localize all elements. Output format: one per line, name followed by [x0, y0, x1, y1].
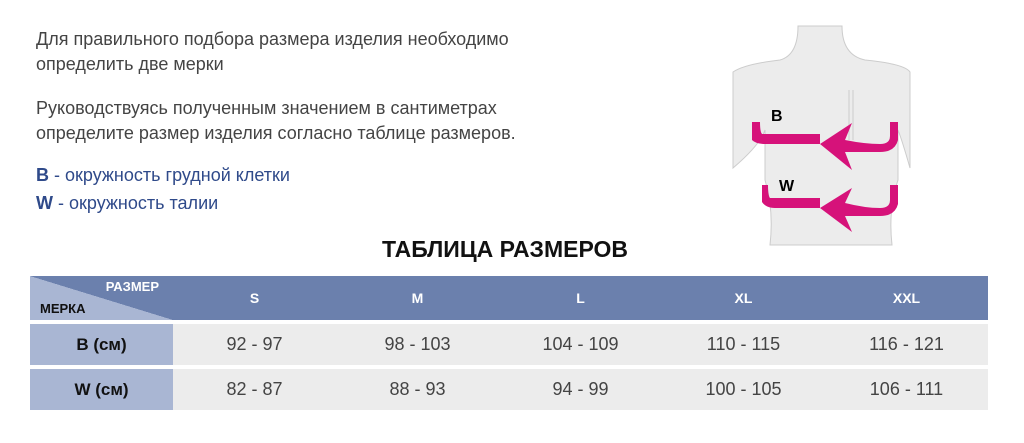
label-w: W — [779, 178, 795, 195]
intro-text: Для правильного подбора размера изделия … — [36, 29, 509, 74]
row-label: W (см) — [30, 369, 173, 410]
waist-arrow-icon — [762, 185, 898, 232]
legend-w: W - окружность талии — [36, 193, 219, 213]
corner-cell: РАЗМЕР МЕРКА — [30, 276, 173, 320]
legend-b: B - окружность грудной клетки — [36, 165, 290, 185]
corner-measure-label: МЕРКА — [40, 301, 86, 316]
size-header: S — [249, 290, 260, 306]
table-cell: 100 - 105 — [705, 379, 782, 399]
table-cell: 92 - 97 — [226, 334, 283, 354]
table-cell: 94 - 99 — [552, 379, 609, 399]
table-cell: 110 - 115 — [706, 334, 781, 354]
table-cell: 106 - 111 — [869, 379, 944, 399]
table-cell: 82 - 87 — [226, 379, 283, 399]
corner-size-label: РАЗМЕР — [105, 279, 159, 294]
size-header: L — [576, 290, 585, 306]
row-label: B (см) — [30, 324, 173, 365]
table-title: ТАБЛИЦА РАЗМЕРОВ — [381, 236, 628, 262]
table-row: W (см) 82 - 87 88 - 93 94 - 99 100 - 105… — [30, 369, 988, 410]
instruction-text: Руководствуясь полученным значением в са… — [36, 98, 516, 143]
table-cell: 104 - 109 — [542, 334, 619, 354]
torso-illustration: B W — [732, 25, 911, 246]
table-header: РАЗМЕР МЕРКА S M L XL XXL — [30, 276, 988, 320]
table-cell: 88 - 93 — [389, 379, 446, 399]
label-b: B — [771, 108, 783, 125]
table-row: B (см) 92 - 97 98 - 103 104 - 109 110 - … — [30, 324, 988, 365]
size-table: РАЗМЕР МЕРКА S M L XL XXL B (см) 92 - 97… — [30, 276, 988, 410]
size-header: XL — [734, 290, 753, 306]
chest-arrow-icon — [752, 122, 898, 170]
table-cell: 98 - 103 — [384, 334, 451, 354]
size-header: XXL — [892, 290, 921, 306]
table-cell: 116 - 121 — [869, 334, 944, 354]
size-header: M — [411, 290, 424, 306]
